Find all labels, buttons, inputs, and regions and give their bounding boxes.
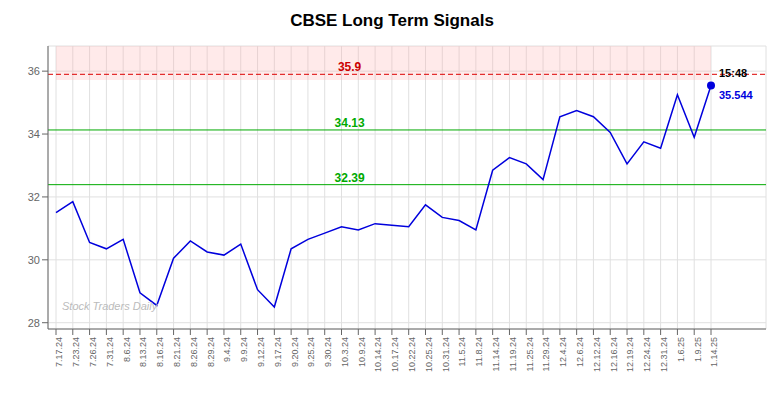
svg-text:32: 32 (28, 191, 40, 203)
svg-text:8.16.24: 8.16.24 (155, 337, 165, 367)
svg-text:9.30.24: 9.30.24 (323, 337, 333, 367)
svg-text:10.9.24: 10.9.24 (357, 337, 367, 367)
svg-text:7.23.24: 7.23.24 (71, 337, 81, 367)
svg-text:10.17.24: 10.17.24 (390, 337, 400, 372)
svg-text:34: 34 (28, 128, 40, 140)
svg-text:34.13: 34.13 (335, 116, 365, 130)
svg-text:9.17.24: 9.17.24 (273, 337, 283, 367)
svg-text:9.25.24: 9.25.24 (306, 337, 316, 367)
svg-text:11.8.24: 11.8.24 (474, 337, 484, 366)
svg-text:12.12.24: 12.12.24 (592, 337, 602, 372)
svg-text:7.26.24: 7.26.24 (88, 337, 98, 367)
svg-text:8.6.24: 8.6.24 (122, 337, 132, 362)
svg-text:35.544: 35.544 (719, 89, 754, 101)
svg-text:11.5.24: 11.5.24 (457, 337, 467, 366)
svg-text:12.19.24: 12.19.24 (625, 337, 635, 372)
svg-text:11.19.24: 11.19.24 (508, 337, 518, 371)
svg-text:8.21.24: 8.21.24 (172, 337, 182, 367)
svg-text:10.3.24: 10.3.24 (340, 337, 350, 367)
svg-text:11.29.24: 11.29.24 (541, 337, 551, 371)
svg-text:12.16.24: 12.16.24 (609, 337, 619, 372)
svg-text:12.24.24: 12.24.24 (642, 337, 652, 372)
svg-text:32.39: 32.39 (335, 171, 365, 185)
svg-text:9.20.24: 9.20.24 (290, 337, 300, 367)
svg-text:10.25.24: 10.25.24 (424, 337, 434, 372)
svg-text:8.29.24: 8.29.24 (206, 337, 216, 367)
svg-text:8.13.24: 8.13.24 (138, 337, 148, 367)
html-text:Stock Traders Daily: Stock Traders Daily (62, 300, 158, 312)
svg-text:35.9: 35.9 (338, 60, 362, 74)
svg-text:7.31.24: 7.31.24 (105, 337, 115, 367)
svg-text:1.9.25: 1.9.25 (693, 337, 703, 362)
svg-text:30: 30 (28, 254, 40, 266)
svg-text:11.14.24: 11.14.24 (491, 337, 501, 371)
svg-text:9.9.24: 9.9.24 (239, 337, 249, 362)
svg-text:28: 28 (28, 317, 40, 329)
svg-text:9.4.24: 9.4.24 (222, 337, 232, 362)
svg-text:10.14.24: 10.14.24 (373, 337, 383, 372)
svg-text:12.4.24: 12.4.24 (558, 337, 568, 367)
html-text:CBSE Long Term Signals: CBSE Long Term Signals (290, 11, 494, 30)
svg-text:12.31.24: 12.31.24 (659, 337, 669, 372)
svg-text:15:48: 15:48 (719, 67, 747, 79)
svg-text:1.14.25: 1.14.25 (709, 337, 719, 367)
svg-text:8.26.24: 8.26.24 (189, 337, 199, 367)
svg-text:11.25.24: 11.25.24 (525, 337, 535, 371)
svg-text:9.12.24: 9.12.24 (256, 337, 266, 367)
svg-text:12.6.24: 12.6.24 (575, 337, 585, 367)
svg-text:36: 36 (28, 65, 40, 77)
svg-text:10.31.24: 10.31.24 (441, 337, 451, 372)
svg-text:10.22.24: 10.22.24 (407, 337, 417, 372)
svg-text:7.17.24: 7.17.24 (54, 337, 64, 367)
svg-text:1.6.25: 1.6.25 (676, 337, 686, 362)
